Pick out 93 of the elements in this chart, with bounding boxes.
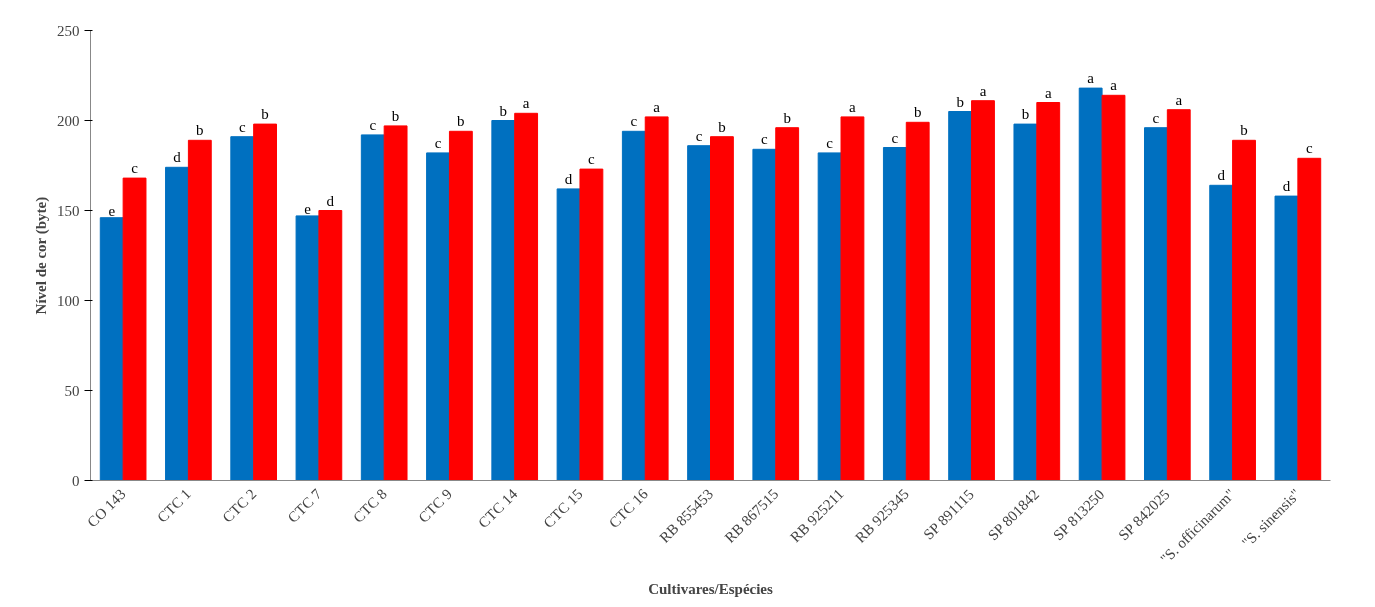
bar	[905, 121, 930, 481]
bar	[491, 120, 516, 481]
x-tick-label: CTC 14	[475, 485, 521, 532]
x-tick-label: CTC 9	[415, 485, 456, 526]
data-label: b	[457, 113, 465, 130]
y-axis-title: Nível de cor (byte)	[33, 196, 50, 315]
bar	[318, 210, 343, 481]
data-label: a	[653, 98, 661, 115]
data-label: e	[108, 202, 116, 219]
x-tick-label: CO 143	[84, 485, 129, 531]
bar	[514, 112, 539, 481]
y-tick-label: 50	[64, 382, 80, 399]
data-label: b	[718, 118, 726, 135]
x-tick-label: CTC 1	[154, 485, 195, 526]
bar	[165, 166, 189, 481]
data-label: b	[956, 93, 964, 110]
data-label: b	[913, 104, 922, 121]
bar	[383, 125, 408, 481]
data-label: c	[1152, 109, 1160, 126]
bar	[882, 147, 907, 481]
data-label: a	[1110, 77, 1118, 94]
data-label: b	[499, 102, 508, 119]
bar	[230, 136, 255, 481]
bar	[1232, 139, 1256, 481]
data-label: d	[1217, 167, 1226, 184]
data-label: e	[304, 200, 312, 217]
data-label: c	[891, 129, 899, 146]
bar	[1166, 109, 1191, 481]
data-label: d	[564, 170, 573, 187]
y-tick-label: 250	[57, 22, 80, 39]
data-label: a	[1175, 91, 1183, 108]
data-label: c	[1305, 140, 1313, 157]
bar	[187, 139, 212, 481]
y-tick-label: 150	[57, 202, 80, 219]
x-tick-label: CTC 2	[219, 485, 260, 526]
bar	[1209, 184, 1234, 481]
data-label: b	[1021, 106, 1030, 123]
data-label: c	[695, 127, 703, 144]
bar	[556, 188, 581, 481]
data-label: d	[1282, 178, 1291, 195]
data-label: b	[391, 107, 400, 124]
bar	[621, 130, 646, 481]
data-label: c	[761, 131, 769, 148]
data-label: c	[238, 118, 246, 135]
data-label: c	[434, 134, 442, 151]
bar	[99, 217, 124, 481]
data-label: a	[1087, 70, 1095, 87]
bar	[1013, 123, 1038, 481]
data-label: d	[173, 149, 182, 166]
y-tick-label: 0	[72, 472, 80, 489]
bar	[971, 100, 995, 481]
y-tick-label: 100	[57, 292, 80, 309]
bar	[1036, 102, 1061, 481]
bar	[448, 130, 473, 481]
data-label: c	[826, 134, 834, 151]
bar	[687, 145, 711, 481]
bar	[1101, 94, 1126, 481]
data-label: c	[630, 113, 638, 130]
x-tick-label: CTC 7	[284, 485, 325, 526]
bar	[840, 116, 865, 481]
data-label: a	[522, 95, 530, 112]
bar	[775, 127, 800, 481]
bar	[426, 152, 450, 481]
bar	[1144, 127, 1168, 481]
bar	[295, 215, 320, 481]
data-label: b	[261, 106, 269, 123]
data-label: b	[196, 122, 204, 139]
data-label: b	[783, 109, 791, 126]
x-axis-title: Cultivares/Espécies	[648, 580, 774, 597]
x-tick-label: CTC 8	[349, 485, 390, 526]
data-label: c	[131, 160, 139, 177]
bar	[579, 168, 604, 481]
bar	[752, 148, 777, 481]
x-tick-label: CTC 16	[605, 485, 652, 532]
data-label: c	[588, 151, 596, 168]
bar	[644, 116, 669, 481]
bar	[817, 152, 842, 481]
data-label: d	[326, 192, 335, 209]
data-label: a	[979, 82, 987, 99]
bar	[1078, 87, 1103, 481]
bar	[253, 123, 277, 481]
data-label: a	[849, 98, 857, 115]
y-tick-label: 200	[57, 112, 80, 129]
bar	[1297, 157, 1322, 481]
x-tick-label: CTC 15	[540, 485, 586, 532]
bar	[122, 177, 147, 481]
data-label: c	[369, 116, 377, 133]
data-label: a	[1044, 84, 1052, 101]
bar	[710, 136, 734, 481]
data-label: b	[1240, 122, 1248, 139]
bar	[1274, 195, 1299, 481]
bar	[360, 134, 385, 481]
bar	[948, 111, 973, 481]
